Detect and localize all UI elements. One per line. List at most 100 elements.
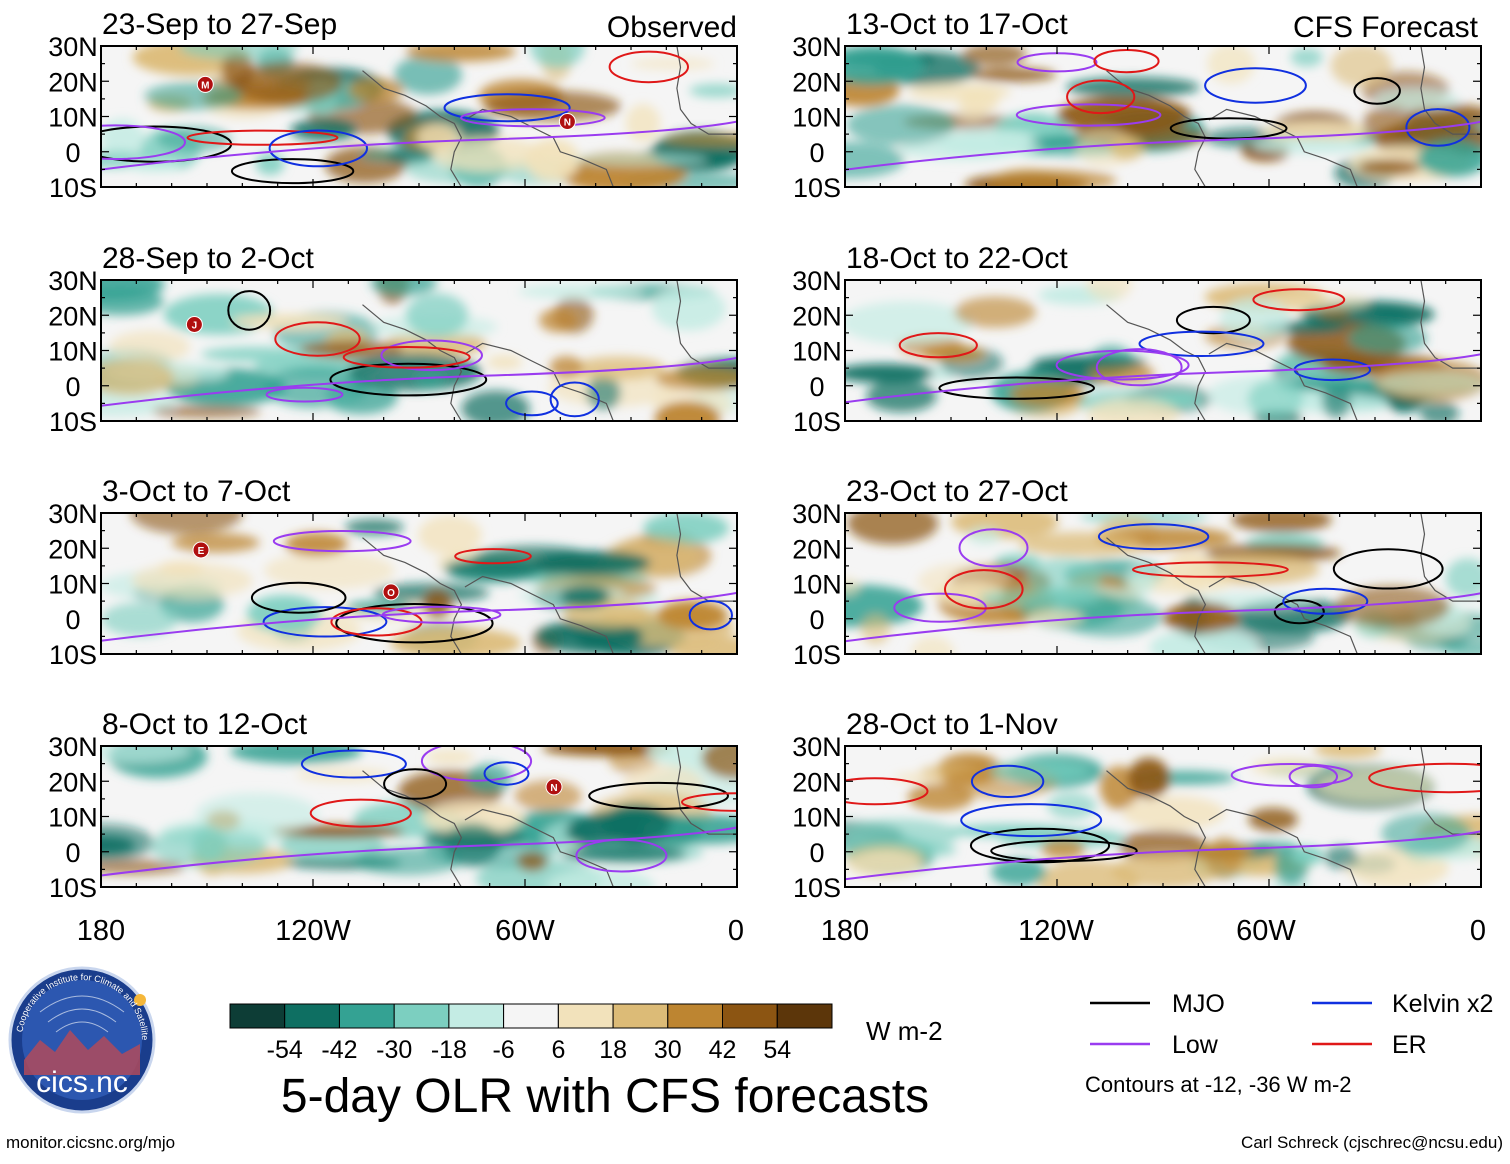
colorbar-swatch	[776, 1003, 833, 1029]
x-tick-label: 60W	[1236, 915, 1296, 947]
footer-url: monitor.cicsnc.org/mjo	[6, 1133, 175, 1152]
colorbar-swatch	[503, 1003, 559, 1029]
y-tick-label: 30N	[792, 499, 842, 529]
contour-note: Contours at -12, -36 W m-2	[1085, 1072, 1352, 1097]
colorbar-swatch	[393, 1003, 450, 1029]
y-tick-label: 20N	[48, 301, 98, 331]
colorbar-swatch	[722, 1003, 778, 1029]
y-tick-label: 0	[809, 372, 824, 402]
y-tick-label: 10S	[793, 173, 841, 203]
storm-marker: N	[545, 778, 563, 796]
y-tick-label: 20N	[48, 534, 98, 564]
y-tick-label: 0	[65, 138, 80, 168]
y-tick-label: 10S	[793, 640, 841, 670]
x-tick-label: 180	[77, 915, 125, 947]
storm-label: N	[564, 118, 571, 129]
y-tick-label: 30N	[792, 32, 842, 62]
y-tick-label: 10N	[792, 803, 842, 833]
storm-marker: O	[382, 583, 400, 601]
storm-marker: E	[192, 541, 210, 559]
colorbar-tick-label: -30	[376, 1036, 412, 1064]
panel-period-label: 28-Sep to 2-Oct	[102, 242, 314, 275]
y-tick-label: 0	[809, 605, 824, 635]
y-tick-label: 10S	[49, 407, 97, 437]
x-tick-label: 120W	[275, 915, 351, 947]
panel-period-label: 23-Sep to 27-Sep	[102, 8, 337, 41]
storm-marker: M	[196, 75, 214, 93]
y-tick-label: 20N	[792, 301, 842, 331]
colorbar-tick-label: -18	[431, 1036, 467, 1064]
colorbar-tick-label: 6	[551, 1036, 565, 1064]
y-tick-label: 20N	[48, 767, 98, 797]
y-tick-label: 10S	[793, 407, 841, 437]
y-tick-label: 30N	[792, 266, 842, 296]
y-tick-label: 20N	[792, 67, 842, 97]
observed-label: Observed	[607, 11, 737, 44]
colorbar-tick-label: 18	[599, 1036, 627, 1064]
units-label: W m-2	[866, 1016, 943, 1046]
y-tick-label: 30N	[48, 732, 98, 762]
storm-label: M	[201, 80, 209, 91]
colorbar-tick-label: -54	[267, 1036, 303, 1064]
panel-period-label: 3-Oct to 7-Oct	[102, 475, 291, 508]
storm-label: N	[550, 783, 557, 794]
panel-period-label: 23-Oct to 27-Oct	[846, 475, 1068, 508]
colorbar-tick-label: 42	[709, 1036, 737, 1064]
y-tick-label: 20N	[48, 67, 98, 97]
contour-legend: MJO Kelvin x2 Low ER Contours at -12, -3…	[1085, 990, 1493, 1097]
y-tick-label: 0	[809, 138, 824, 168]
y-tick-label: 10N	[48, 337, 98, 367]
y-tick-label: 0	[65, 605, 80, 635]
y-tick-label: 0	[65, 372, 80, 402]
y-tick-label: 10N	[792, 570, 842, 600]
y-tick-label: 10N	[792, 103, 842, 133]
y-tick-label: 30N	[792, 732, 842, 762]
colorbar-tick-label: 30	[654, 1036, 682, 1064]
x-tick-label: 0	[1470, 915, 1486, 947]
colorbar-swatch	[557, 1003, 614, 1029]
forecast-label: CFS Forecast	[1293, 11, 1479, 44]
x-tick-label: 180	[821, 915, 869, 947]
x-tick-label: 0	[728, 915, 744, 947]
footer-credit: Carl Schreck (cjschrec@ncsu.edu)	[1241, 1133, 1503, 1152]
y-tick-label: 10N	[792, 337, 842, 367]
storm-label: J	[192, 321, 198, 332]
y-tick-label: 30N	[48, 32, 98, 62]
y-tick-label: 10S	[49, 873, 97, 903]
x-axis-left: 180 120W 60W 0	[77, 915, 744, 947]
storm-label: E	[198, 546, 205, 557]
y-tick-label: 0	[65, 838, 80, 868]
y-tick-label: 20N	[792, 534, 842, 564]
chart-title: 5-day OLR with CFS forecasts	[281, 1070, 929, 1123]
y-tick-label: 30N	[48, 266, 98, 296]
colorbar-swatch	[284, 1003, 340, 1029]
y-tick-label: 10N	[48, 803, 98, 833]
colorbar-swatch	[339, 1003, 395, 1029]
panel-period-label: 18-Oct to 22-Oct	[846, 242, 1068, 275]
y-tick-label: 20N	[792, 767, 842, 797]
x-tick-label: 120W	[1018, 915, 1094, 947]
y-tick-label: 10S	[793, 873, 841, 903]
colorbar: -54 -42 -30 -18 -6 6 18 30 42 54	[229, 1003, 833, 1064]
legend-mjo: MJO	[1172, 990, 1225, 1018]
y-tick-label: 10N	[48, 570, 98, 600]
colorbar-tick-label: -6	[492, 1036, 514, 1064]
legend-low: Low	[1172, 1031, 1219, 1059]
panel-period-label: 13-Oct to 17-Oct	[846, 8, 1068, 41]
y-tick-label: 30N	[48, 499, 98, 529]
y-tick-label: 0	[809, 838, 824, 868]
storm-marker: J	[185, 316, 203, 333]
x-axis-right: 180 120W 60W 0	[821, 915, 1486, 947]
colorbar-swatch	[667, 1003, 723, 1029]
storm-marker: N	[558, 113, 576, 130]
y-tick-label: 10S	[49, 173, 97, 203]
colorbar-tick-label: 54	[763, 1036, 791, 1064]
